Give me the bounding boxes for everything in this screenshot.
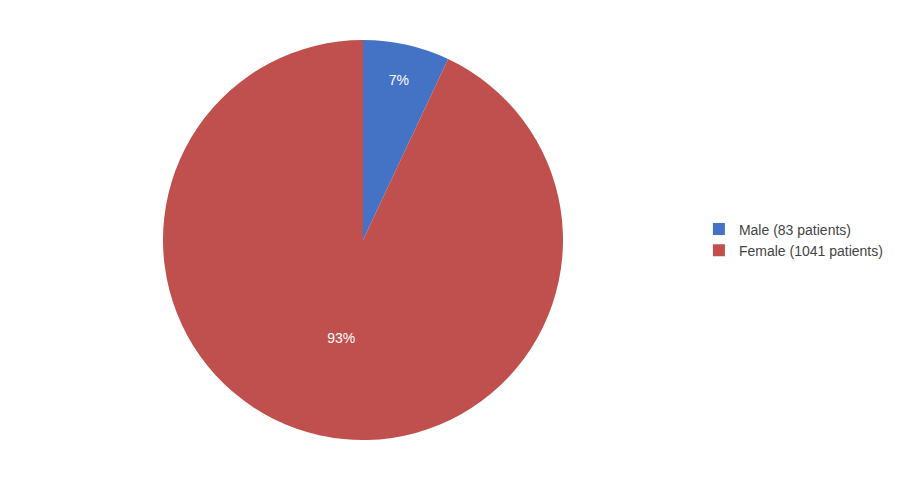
svg-text:Female (1041 patients): Female (1041 patients) — [739, 243, 883, 259]
svg-text:7%: 7% — [389, 72, 409, 88]
svg-text:93%: 93% — [327, 330, 355, 346]
svg-text:Male (83 patients): Male (83 patients) — [739, 222, 851, 238]
